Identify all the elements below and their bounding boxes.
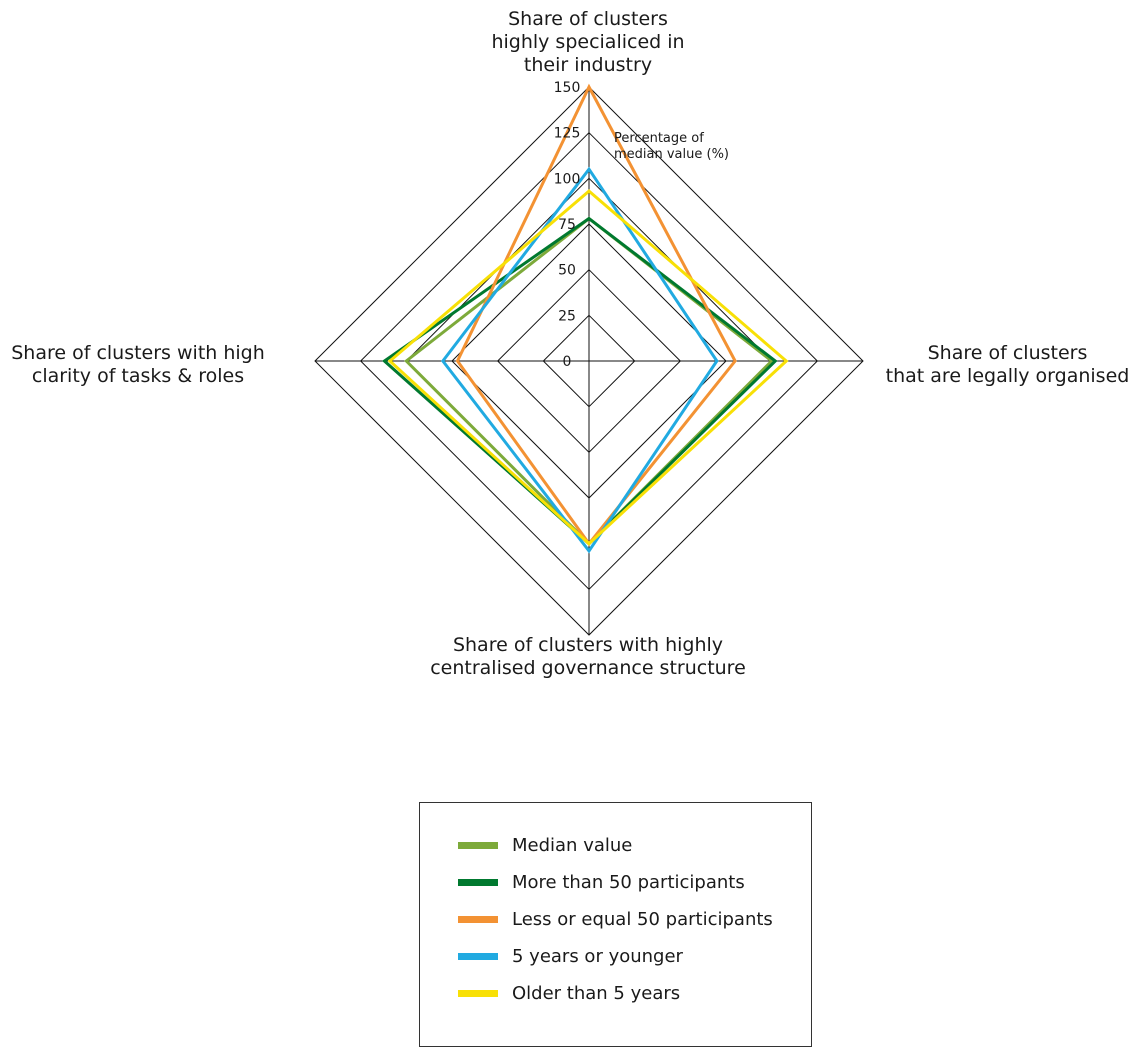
radar-tick-labels: 0 25 50 75 100 125 150 <box>554 80 581 370</box>
unit-note: Percentage of median value (%) <box>614 131 730 162</box>
tick-label: 100 <box>554 171 581 187</box>
legend-label: Older than 5 years <box>512 982 681 1004</box>
axis-label-clarity-tasks: Share of clusters with high clarity of t… <box>11 342 265 387</box>
axis-label-centralised-governance: Share of clusters with highly centralise… <box>430 634 746 679</box>
axis-label-legally-organised: Share of clusters that are legally organ… <box>885 342 1130 387</box>
legend-item-more-than-50: More than 50 participants <box>458 868 745 896</box>
series-line-4 <box>387 189 789 546</box>
legend-item-5-years-or-younger: 5 years or younger <box>458 942 683 970</box>
tick-label: 75 <box>558 217 576 233</box>
legend-swatch <box>458 952 498 960</box>
radar-chart: 0 25 50 75 100 125 150 <box>314 80 864 636</box>
axis-label-specialised: Share of clusters highly specialiced in … <box>491 8 685 76</box>
chart-legend: Median value More than 50 participants L… <box>419 802 812 1047</box>
tick-label: 25 <box>558 308 576 324</box>
series-line-3 <box>440 166 719 554</box>
legend-swatch <box>458 915 498 923</box>
legend-label: More than 50 participants <box>512 871 745 893</box>
tick-label: 125 <box>554 126 581 142</box>
legend-swatch <box>458 878 498 886</box>
radar-grid <box>314 86 864 636</box>
legend-swatch <box>458 841 498 849</box>
tick-label: 50 <box>558 263 576 279</box>
legend-item-less-or-equal-50: Less or equal 50 participants <box>458 905 773 933</box>
tick-label: 0 <box>563 354 572 370</box>
legend-swatch <box>458 989 498 997</box>
legend-label: Less or equal 50 participants <box>512 908 773 930</box>
radar-series <box>381 83 789 554</box>
legend-item-median: Median value <box>458 831 632 859</box>
legend-item-older-than-5-years: Older than 5 years <box>458 979 680 1007</box>
tick-label: 150 <box>554 80 581 96</box>
legend-label: Median value <box>512 834 633 856</box>
legend-label: 5 years or younger <box>512 945 683 967</box>
series-line-1 <box>381 216 778 546</box>
